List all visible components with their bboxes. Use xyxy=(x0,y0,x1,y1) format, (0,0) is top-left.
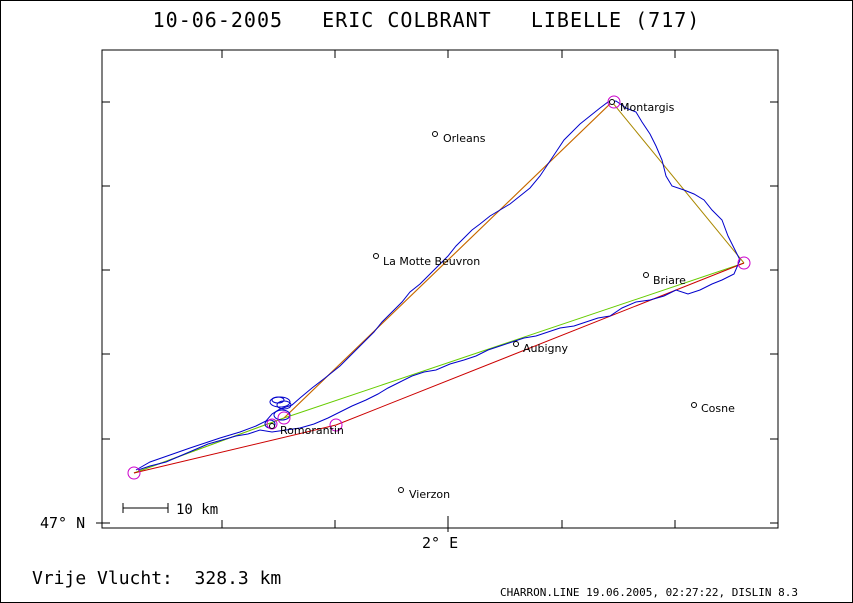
triangle-side-line xyxy=(283,262,745,419)
city-marker-cosne xyxy=(691,402,697,408)
left-axis-ticks xyxy=(96,101,110,524)
city-markers xyxy=(269,99,697,493)
city-label-orleans: Orleans xyxy=(443,132,486,145)
montargis-turnpoint-marker xyxy=(607,95,621,109)
city-marker-briare xyxy=(643,272,649,278)
right-axis-ticks xyxy=(770,101,778,524)
city-label-vierzon: Vierzon xyxy=(409,488,450,501)
latitude-label: 47° N xyxy=(40,514,86,532)
gps-track xyxy=(135,100,741,471)
start-turnpoint-marker xyxy=(127,466,141,480)
city-label-aubigny: Aubigny xyxy=(523,342,568,355)
software-credits: CHARRON.LINE 19.06.2005, 02:27:22, DISLI… xyxy=(500,586,799,599)
free-flight-distance: Vrije Vlucht: 328.3 km xyxy=(32,568,282,589)
bottom-axis-ticks xyxy=(221,516,676,532)
scale-bar xyxy=(122,503,169,513)
city-label-cosne: Cosne xyxy=(701,402,735,415)
city-marker-aubigny xyxy=(513,341,519,347)
city-marker-vierzon xyxy=(398,487,404,493)
romorantin-turnpoint-marker-2 xyxy=(277,411,291,425)
task-leg-outbound xyxy=(133,101,745,474)
city-label-montargis: Montargis xyxy=(620,101,675,114)
city-marker-romorantin xyxy=(269,423,275,429)
city-label-romorantin: Romorantin xyxy=(280,424,344,437)
city-marker-la-motte-beuvron xyxy=(373,253,379,259)
city-label-la-motte-beuvron: La Motte Beuvron xyxy=(383,255,480,268)
romorantin-turnpoint-marker xyxy=(329,418,343,432)
thermal-loops xyxy=(264,396,292,429)
optimized-path-2 xyxy=(283,101,613,419)
turnpoint-markers xyxy=(127,95,751,480)
scale-bar-label: 10 km xyxy=(176,502,218,518)
top-axis-ticks xyxy=(221,50,676,58)
plot-area xyxy=(101,49,779,529)
city-label-briare: Briare xyxy=(653,274,686,287)
city-marker-orleans xyxy=(432,131,438,137)
longitude-label: 2° E xyxy=(422,534,459,552)
city-marker-montargis xyxy=(609,99,615,105)
flight-title: 10-06-2005 ERIC COLBRANT LIBELLE (717) xyxy=(152,8,701,32)
optimized-path xyxy=(133,262,745,474)
east-turnpoint-marker xyxy=(737,256,751,270)
